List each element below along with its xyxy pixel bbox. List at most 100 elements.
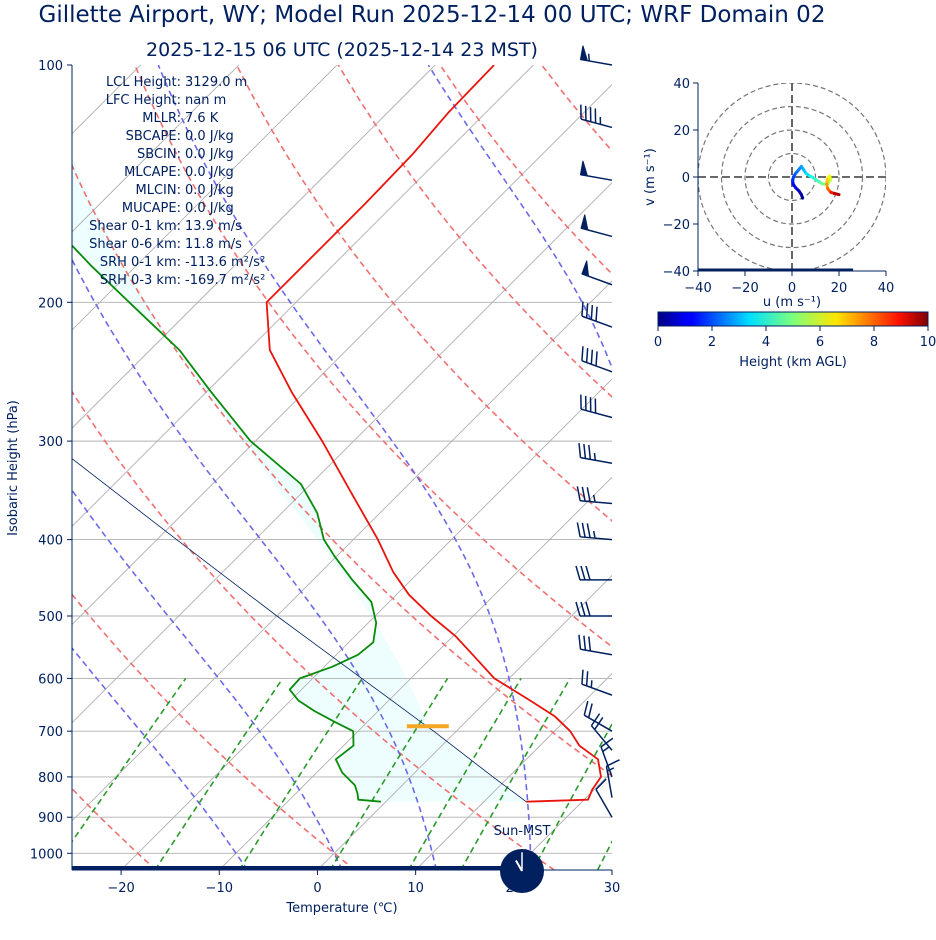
y-tick-label: 400 <box>38 534 63 549</box>
index-value: 7.6 K <box>185 111 219 126</box>
index-label: LCL Height: <box>106 75 181 90</box>
wind-barb <box>582 346 612 371</box>
mixing-ratio-line <box>645 678 742 870</box>
index-value: 0.0 J/kg <box>185 165 234 180</box>
y-tick-label: 100 <box>38 59 63 74</box>
wind-barb <box>579 635 612 655</box>
hodograph-x-tick-label: 0 <box>788 281 796 296</box>
skew-t-y-label: Isobaric Height (hPa) <box>6 400 21 536</box>
wind-barb <box>577 523 612 540</box>
wind-barb <box>606 760 619 798</box>
hodograph-segment <box>834 193 839 194</box>
y-tick-label: 300 <box>38 435 63 450</box>
figure-title: Gillette Airport, WY; Model Run 2025-12-… <box>39 2 826 28</box>
colorbar-gradient <box>658 312 928 326</box>
height-colorbar: 0 2 4 6 8 10 Height (km AGL) <box>654 312 936 370</box>
moist-adiabat <box>428 65 648 870</box>
x-tick-label: 10 <box>407 881 424 896</box>
wind-barb <box>581 395 612 418</box>
index-label: MLCAPE: <box>124 165 181 180</box>
index-value: 13.9 m/s <box>185 219 242 234</box>
colorbar-label: Height (km AGL) <box>739 355 847 370</box>
index-value: 0.0 J/kg <box>185 147 234 162</box>
wind-barb <box>576 566 612 580</box>
index-label: Shear 0-6 km: <box>89 237 181 252</box>
y-tick-label: 200 <box>38 296 63 311</box>
index-label: Shear 0-1 km: <box>89 219 181 234</box>
index-value: nan m <box>185 93 226 108</box>
colorbar-tick-label: 4 <box>762 335 770 350</box>
index-value: -113.6 m²/s² <box>185 255 265 270</box>
x-tick-label: −10 <box>206 881 233 896</box>
dry-adiabat <box>542 65 936 870</box>
wind-barb <box>580 161 612 180</box>
y-tick-label: 1000 <box>30 847 63 862</box>
hodograph-y-tick-label: −40 <box>663 265 690 280</box>
dry-adiabat <box>745 65 936 870</box>
index-label: MLLR: <box>142 111 181 126</box>
index-label: SBCAPE: <box>126 129 181 144</box>
x-tick-label: 30 <box>604 881 621 896</box>
y-tick-label: 500 <box>38 610 63 625</box>
isotherm <box>612 65 936 870</box>
wind-barb <box>582 670 612 695</box>
colorbar-tick-label: 0 <box>654 335 662 350</box>
hodograph-x-tick-label: −40 <box>684 281 711 296</box>
wind-barb <box>591 714 612 751</box>
hodograph-y-tick-label: 20 <box>673 124 690 139</box>
index-label: SRH 0-1 km: <box>100 255 181 270</box>
mixing-ratio-line <box>155 678 283 870</box>
figure-subtitle: 2025-12-15 06 UTC (2025-12-14 23 MST) <box>146 39 538 61</box>
hodograph-y-label: v (m s⁻¹) <box>643 148 658 206</box>
sounding-indices: LCL Height: 3129.0 m LFC Height: nan m MLLR:… <box>89 75 265 288</box>
hodograph-x-tick-label: −20 <box>731 281 758 296</box>
wind-barb <box>582 302 612 327</box>
isotherm <box>0 65 141 870</box>
wind-barb <box>581 215 612 237</box>
index-label: MUCAPE: <box>122 201 181 216</box>
index-value: 0.0 J/kg <box>185 183 234 198</box>
hodograph-x-label: u (m s⁻¹) <box>763 295 821 310</box>
index-label: SRH 0-3 km: <box>100 273 181 288</box>
index-label: LFC Height: <box>106 93 181 108</box>
colorbar-tick-label: 6 <box>816 335 824 350</box>
y-tick-label: 600 <box>38 672 63 687</box>
wind-barb <box>581 105 612 128</box>
wind-barb <box>582 261 612 285</box>
index-value: 3129.0 m <box>185 75 247 90</box>
dry-adiabat <box>135 65 936 870</box>
mixing-ratio-line <box>533 678 638 870</box>
wind-barb <box>580 46 612 65</box>
local-time-clock: Sun-MST <box>494 824 551 893</box>
hodograph-ticks: −40 −20 0 20 40 −40 −20 0 20 40 <box>663 77 895 296</box>
wind-barb <box>576 602 612 616</box>
index-value: 0.0 J/kg <box>185 129 234 144</box>
index-label: SBCIN: <box>137 147 181 162</box>
index-value: 0.0 J/kg <box>185 201 234 216</box>
wind-barbs <box>576 46 620 818</box>
y-tick-label: 800 <box>38 771 63 786</box>
y-tick-label: 900 <box>38 811 63 826</box>
hodograph-x-tick-label: 40 <box>878 281 895 296</box>
isotherm <box>514 65 936 870</box>
hodograph-y-tick-label: 0 <box>682 171 690 186</box>
colorbar-ticks: 0 2 4 6 8 10 <box>654 326 936 350</box>
mixing-ratio-line <box>598 678 698 870</box>
colorbar-tick-label: 10 <box>920 335 936 350</box>
index-value: 11.8 m/s <box>185 237 242 252</box>
clock-label: Sun-MST <box>494 824 551 839</box>
colorbar-tick-label: 2 <box>708 335 716 350</box>
index-label: MLCIN: <box>136 183 181 198</box>
wind-barb <box>579 443 612 463</box>
hodograph-x-tick-label: 20 <box>831 281 848 296</box>
colorbar-tick-label: 8 <box>870 335 878 350</box>
hodograph-y-tick-label: −20 <box>663 218 690 233</box>
isotherm <box>121 65 926 870</box>
hodograph-panel: −40 −20 0 20 40 −40 −20 0 20 40 u (m s⁻¹) v (m s⁻… <box>643 77 894 310</box>
x-tick-label: −20 <box>107 881 134 896</box>
hodograph-y-tick-label: 40 <box>673 77 690 92</box>
skew-t-x-label: Temperature (℃) <box>285 901 397 916</box>
